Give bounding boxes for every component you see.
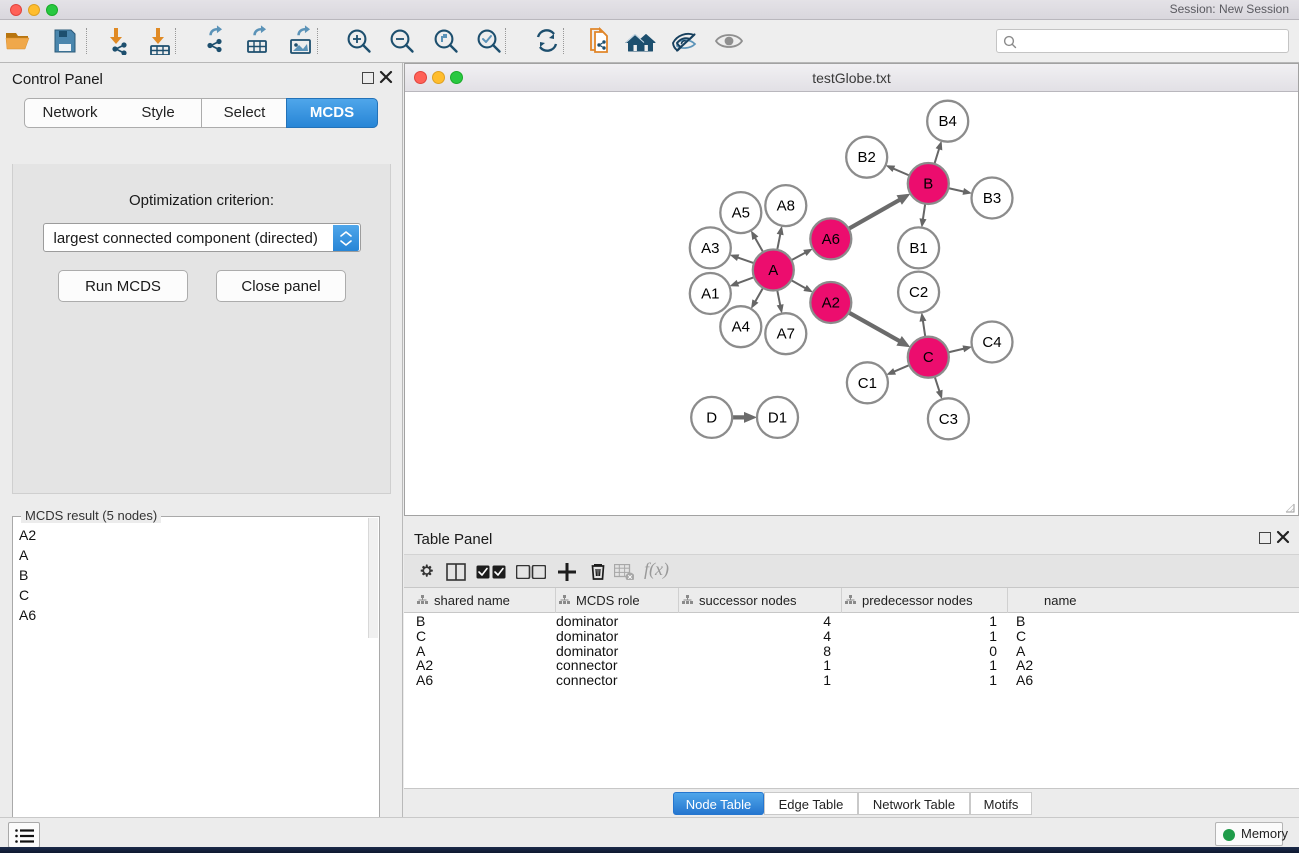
svg-text:B: B [923, 176, 933, 193]
svg-text:B3: B3 [983, 190, 1001, 207]
svg-text:A7: A7 [777, 326, 795, 343]
svg-text:A: A [768, 262, 778, 279]
svg-text:A8: A8 [777, 198, 795, 215]
svg-text:A1: A1 [701, 286, 719, 303]
svg-text:D: D [706, 409, 717, 426]
svg-text:C1: C1 [858, 375, 877, 392]
svg-text:A5: A5 [732, 205, 750, 222]
svg-text:C4: C4 [982, 334, 1001, 351]
svg-text:A4: A4 [732, 319, 750, 336]
svg-text:B2: B2 [858, 149, 876, 166]
svg-text:A3: A3 [701, 240, 719, 257]
svg-text:B1: B1 [909, 240, 927, 257]
svg-text:A6: A6 [822, 231, 840, 248]
svg-text:C2: C2 [909, 284, 928, 301]
svg-text:C: C [923, 349, 934, 366]
svg-text:D1: D1 [768, 409, 787, 426]
svg-text:C3: C3 [939, 411, 958, 428]
svg-text:A2: A2 [822, 295, 840, 312]
svg-text:f(x): f(x) [644, 559, 669, 580]
svg-text:B4: B4 [939, 113, 957, 130]
